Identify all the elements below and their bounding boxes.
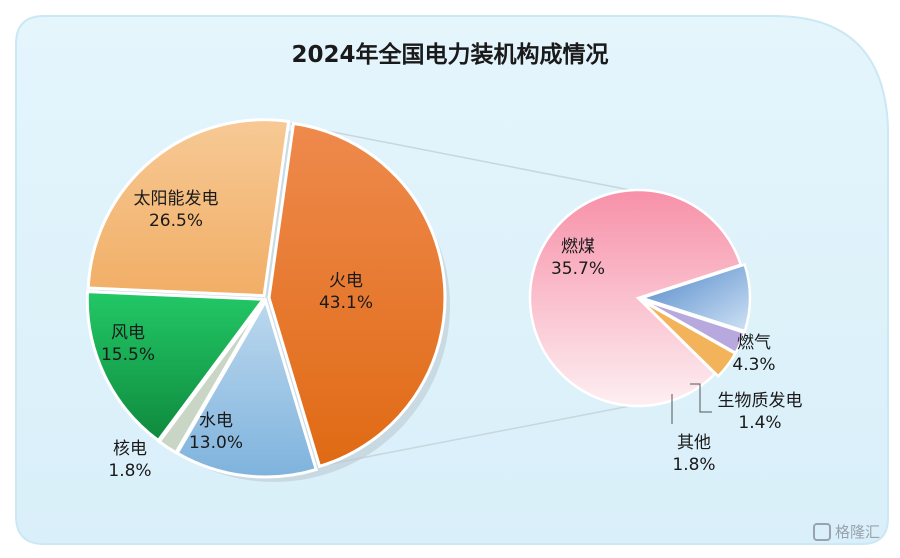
main-slice-name-2: 核电	[113, 439, 147, 459]
breakdown-pie-slice-1	[637, 263, 752, 333]
main-pie-slice-4	[86, 118, 291, 298]
slice-labels: 火电43.1%水电13.0%核电1.8%风电15.5%太阳能发电26.5%燃煤3…	[101, 189, 803, 481]
main-slice-name-4: 太阳能发电	[134, 189, 219, 209]
breakdown-pie	[528, 188, 752, 408]
main-slice-value-1: 13.0%	[189, 433, 243, 453]
breakdown-slice-value-3: 1.8%	[672, 455, 715, 475]
pie-chart: 2024年全国电力装机构成情况 火电43.1%水电13.0%核电1.8%风电15…	[15, 15, 889, 545]
breakdown-slice-value-0: 35.7%	[551, 259, 605, 279]
main-pie-slice-1	[175, 297, 319, 479]
breakdown-slice-value-2: 1.4%	[738, 413, 781, 433]
main-pie-slice-2	[157, 299, 266, 455]
main-slice-name-0: 火电	[329, 271, 363, 291]
breakdown-slice-name-0: 燃煤	[561, 237, 595, 257]
connector-line-bottom	[316, 405, 631, 468]
connector-line-top	[290, 122, 631, 191]
watermark-logo-icon	[812, 522, 831, 541]
main-pie-slice-0	[267, 121, 447, 469]
main-slice-value-4: 26.5%	[149, 211, 203, 231]
breakdown-slice-name-2: 生物质发电	[718, 391, 803, 411]
breakdown-connector-lines	[290, 122, 631, 468]
main-pie	[85, 118, 450, 482]
main-slice-value-0: 43.1%	[319, 293, 373, 313]
breakdown-slice-name-1: 燃气	[737, 333, 771, 353]
main-slice-name-1: 水电	[199, 411, 233, 431]
breakdown-slice-value-1: 4.3%	[732, 355, 775, 375]
breakdown-pie-slice-0	[528, 188, 743, 408]
leader-line-0	[690, 383, 712, 413]
chart-panel: 2024年全国电力装机构成情况 火电 43.1% 水电 13.0% 核电 1.8% 风电 15…	[4, 8, 896, 552]
breakdown-slice-name-3: 其他	[677, 433, 711, 453]
breakdown-pie-slice-3	[640, 299, 737, 378]
main-slice-name-3: 风电	[111, 323, 145, 343]
watermark-text: 格隆汇	[834, 523, 880, 541]
watermark: 格隆汇	[812, 521, 880, 542]
main-slice-value-3: 15.5%	[101, 345, 155, 365]
chart-title: 2024年全国电力装机构成情况	[291, 41, 608, 68]
main-pie-slice-3	[85, 290, 267, 443]
main-slice-value-2: 1.8%	[108, 461, 151, 481]
